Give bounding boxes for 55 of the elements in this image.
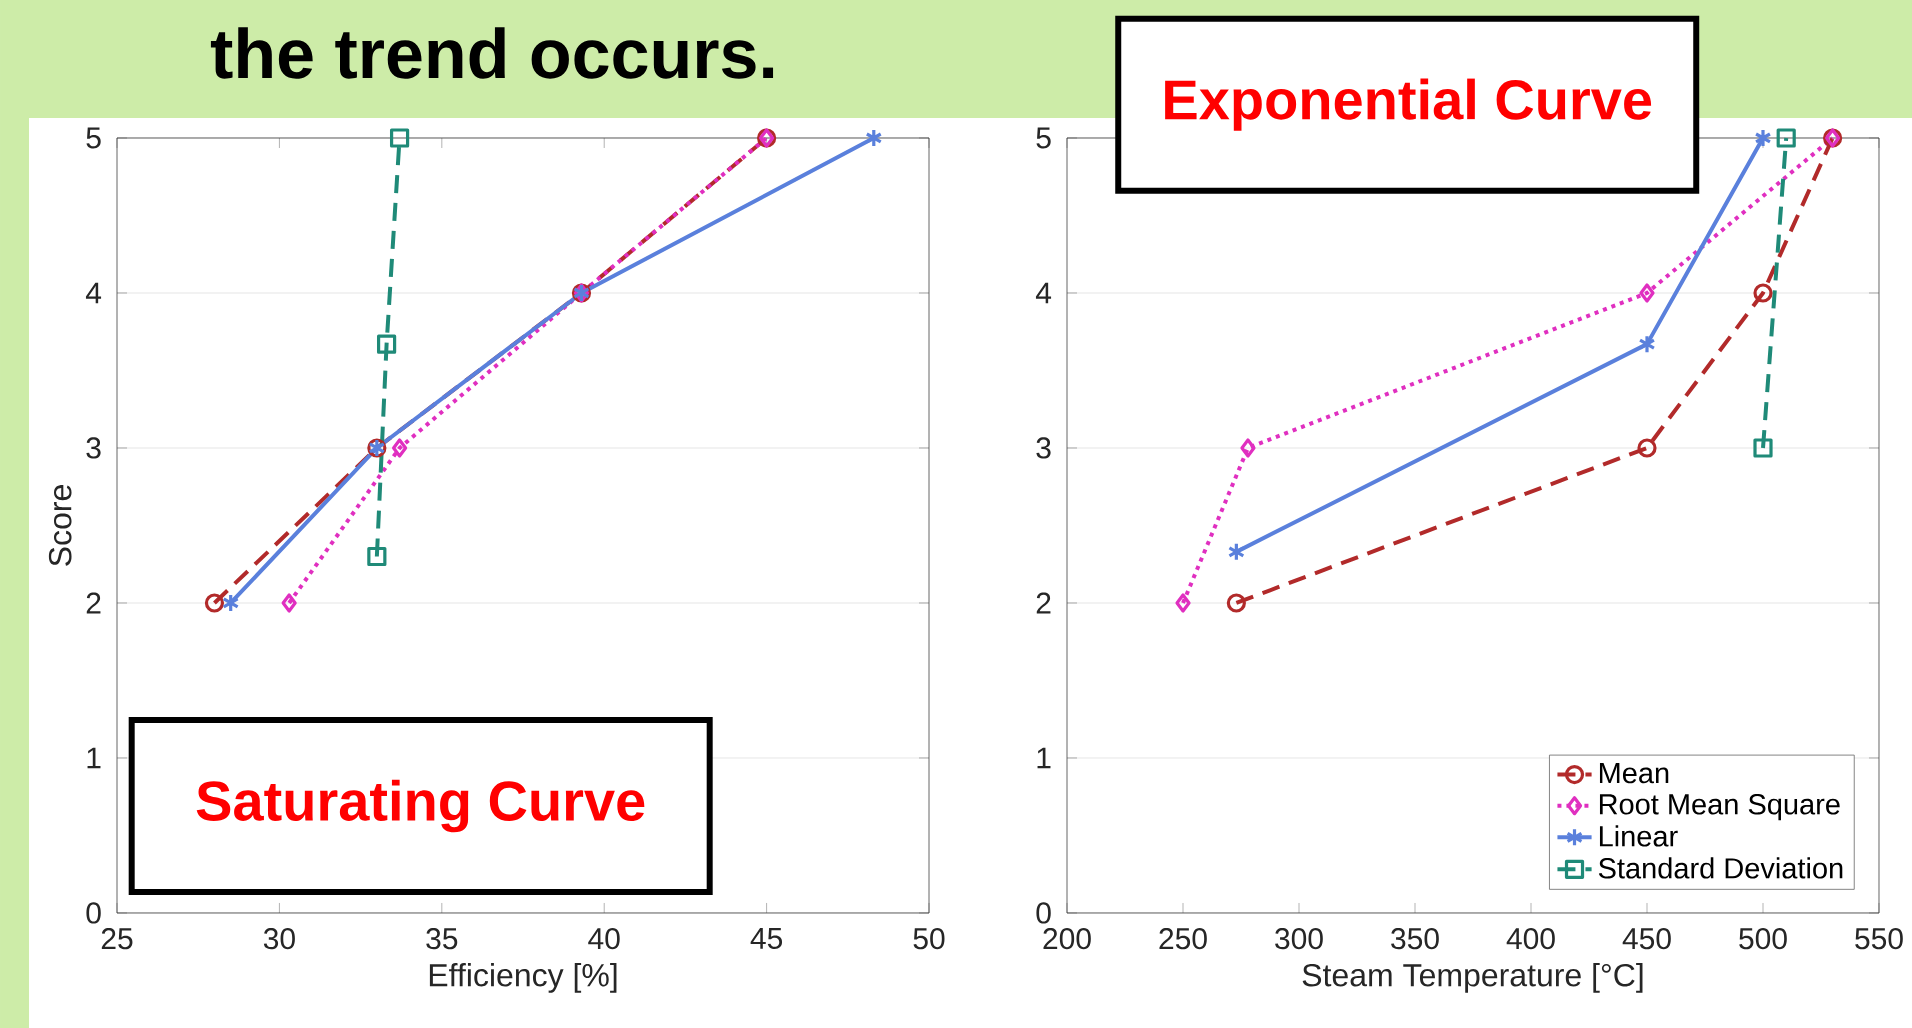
point — [1753, 283, 1773, 303]
x-tick-label: 550 — [1855, 928, 1903, 950]
text: Exponential Curve — [1165, 78, 1652, 131]
y-axis-title: Score — [48, 485, 72, 566]
y-tick-label: 1 — [1037, 747, 1051, 769]
point — [1754, 128, 1772, 148]
y-tick-label: 2 — [86, 592, 101, 614]
point — [391, 438, 408, 458]
point — [281, 593, 297, 613]
x-tick-label: 500 — [1739, 928, 1787, 950]
x-tick-label: 40 — [588, 928, 620, 950]
annotation: Saturating Curve — [196, 779, 645, 833]
y-tick-label: 4 — [85, 282, 102, 304]
y-tick-label: 1 — [87, 747, 101, 769]
point — [1639, 283, 1655, 303]
y-tick-label: 2 — [1036, 592, 1051, 614]
x-tick-label: 350 — [1391, 928, 1439, 950]
x-tick-label: 400 — [1506, 928, 1555, 950]
x-axis-title: Steam Temperature [°C] — [1302, 963, 1643, 993]
point — [367, 546, 387, 567]
point — [1637, 438, 1657, 458]
point — [1240, 438, 1256, 458]
y-tick-label: 3 — [1036, 437, 1051, 459]
x-tick-label: 35 — [426, 928, 458, 950]
point — [1753, 438, 1773, 458]
x-tick-label: 450 — [1622, 928, 1671, 950]
chart-title: the trend occurs. — [210, 27, 774, 79]
x-tick-label: 300 — [1275, 928, 1323, 950]
legend-label: Root Mean Square — [1599, 794, 1840, 821]
legend-label: Linear — [1599, 825, 1678, 847]
y-tick-label: 5 — [86, 127, 101, 149]
point — [222, 593, 240, 613]
point — [1638, 334, 1656, 354]
x-axis-title: Efficiency [%] — [429, 963, 617, 993]
point — [1227, 542, 1245, 562]
x-tick-label: 50 — [913, 928, 945, 950]
y-tick-label: 0 — [86, 902, 101, 924]
x-tick-label: 250 — [1159, 928, 1207, 950]
y-tick-label: 4 — [1035, 282, 1052, 304]
y-tick-label: 3 — [86, 437, 101, 459]
legend-label: Mean — [1599, 763, 1669, 784]
x-tick-label: 30 — [263, 928, 295, 950]
point — [1226, 593, 1246, 613]
point — [1776, 128, 1796, 148]
point — [376, 334, 397, 354]
point — [204, 593, 225, 613]
y-tick-label: 5 — [1036, 127, 1051, 149]
x-tick-label: 25 — [101, 928, 133, 950]
legend-label: Standard Deviation — [1598, 857, 1843, 879]
x-tick-label: 200 — [1043, 928, 1091, 950]
y-tick-label: 0 — [1036, 902, 1051, 924]
x-tick-label: 45 — [750, 928, 783, 949]
point — [389, 128, 410, 148]
point — [1175, 593, 1191, 613]
point — [865, 128, 883, 148]
